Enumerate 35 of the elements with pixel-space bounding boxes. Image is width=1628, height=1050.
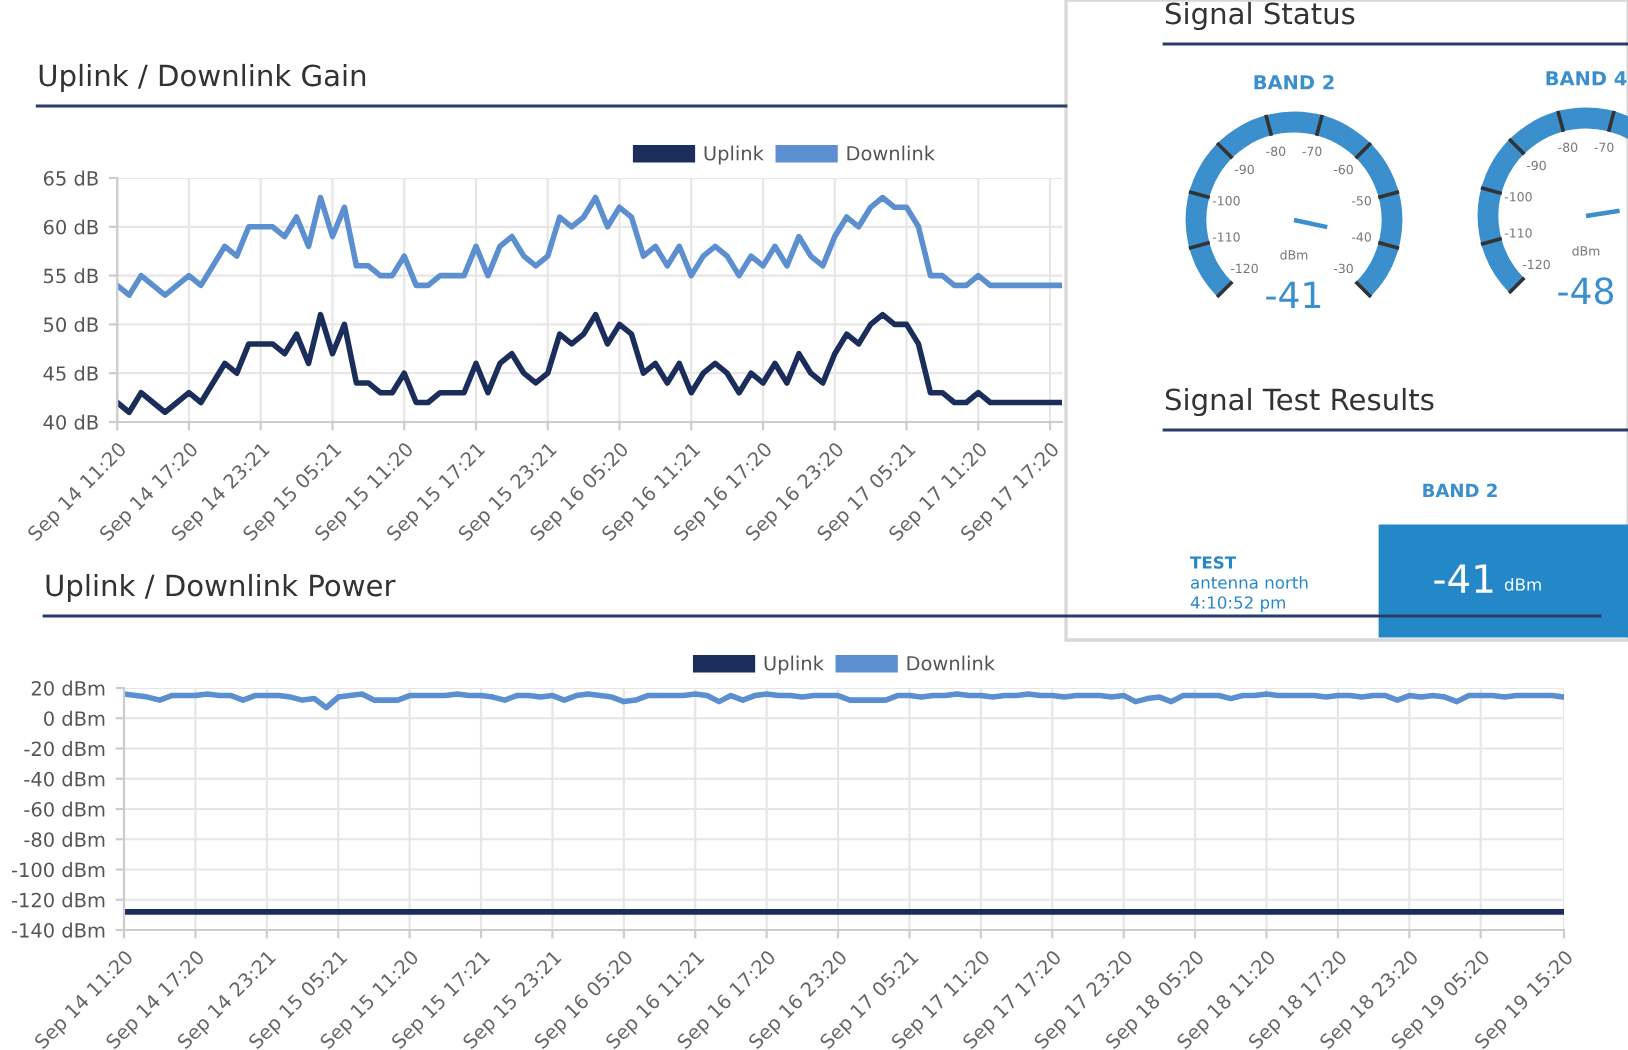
y-tick-label: 20 dBm xyxy=(31,680,105,696)
legend-label: Downlink xyxy=(847,145,935,161)
text: Signal Test Results xyxy=(1165,387,1434,417)
y-tick-label: 50 dB xyxy=(44,317,98,333)
text: 4:10:52 pm xyxy=(1190,596,1285,613)
data-label: -48 xyxy=(1558,277,1614,305)
y-tick-label: 0 dBm xyxy=(44,710,105,726)
y-tick-label: 45 dB xyxy=(43,365,98,381)
y-tick-label: -140 dBm xyxy=(11,922,105,938)
text: TEST xyxy=(1190,556,1237,569)
y-tick-label: -120 dBm xyxy=(11,892,105,908)
y-tick-label: -40 dBm xyxy=(24,771,105,787)
chart-title: Uplink / Downlink Gain xyxy=(39,63,366,93)
text: antenna north xyxy=(1191,575,1308,589)
text: BAND 2 xyxy=(1254,74,1334,90)
text: dBm xyxy=(1504,577,1541,591)
y-tick-label: 55 dB xyxy=(44,268,98,284)
y-tick-label: 60 dB xyxy=(43,219,98,235)
category-label: BAND 2 xyxy=(1423,483,1497,497)
y-tick-label: 40 dB xyxy=(43,414,98,430)
chart-title: Uplink / Downlink Power xyxy=(46,573,396,603)
data-label: -41 xyxy=(1434,564,1493,593)
legend-label: Uplink xyxy=(704,145,764,165)
y-tick-label: -100 dBm xyxy=(11,862,105,878)
data-label: -41 xyxy=(1266,281,1321,308)
legend-label: Downlink xyxy=(907,655,995,671)
legend-label: Uplink xyxy=(764,655,824,675)
line-series xyxy=(117,311,1062,416)
line-series xyxy=(117,194,1062,298)
y-tick-label: -20 dBm xyxy=(24,741,105,757)
y-tick-label: 65 dB xyxy=(43,170,98,186)
text: Signal Status xyxy=(1165,1,1355,31)
y-tick-label: -60 dBm xyxy=(24,801,105,817)
y-tick-label: -80 dBm xyxy=(24,831,105,847)
text: BAND 4 xyxy=(1546,71,1627,86)
